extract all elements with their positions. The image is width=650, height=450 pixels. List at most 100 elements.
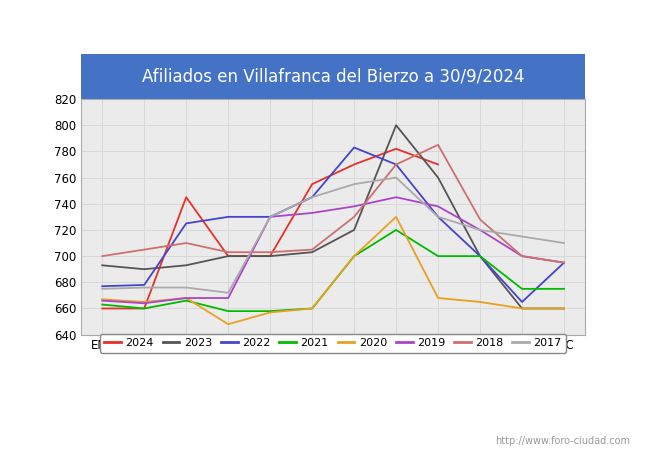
Legend: 2024, 2023, 2022, 2021, 2020, 2019, 2018, 2017: 2024, 2023, 2022, 2021, 2020, 2019, 2018…	[100, 333, 566, 352]
2018	[476, 217, 484, 222]
2019	[308, 210, 316, 216]
2018	[350, 214, 358, 220]
2022	[476, 253, 484, 259]
2024	[98, 306, 106, 311]
2024	[140, 306, 148, 311]
2018	[224, 249, 232, 255]
2022	[518, 299, 526, 305]
2017	[266, 214, 274, 220]
2021	[518, 286, 526, 292]
2017	[140, 285, 148, 290]
2020	[434, 295, 442, 301]
2023	[308, 249, 316, 255]
2017	[518, 234, 526, 239]
2019	[476, 227, 484, 233]
2022	[434, 214, 442, 220]
2017	[434, 214, 442, 220]
2018	[560, 260, 568, 265]
2019	[140, 301, 148, 306]
2024	[434, 162, 442, 167]
2021	[392, 227, 400, 233]
2022	[266, 214, 274, 220]
2019	[350, 204, 358, 209]
2020	[392, 214, 400, 220]
2020	[140, 299, 148, 305]
2020	[518, 306, 526, 311]
2021	[434, 253, 442, 259]
2023	[182, 263, 190, 268]
2019	[224, 295, 232, 301]
2018	[182, 240, 190, 246]
Line: 2022: 2022	[102, 148, 564, 302]
Line: 2021: 2021	[102, 230, 564, 311]
2023	[140, 266, 148, 272]
Text: Afiliados en Villafranca del Bierzo a 30/9/2024: Afiliados en Villafranca del Bierzo a 30…	[142, 68, 525, 86]
2024	[392, 146, 400, 152]
2018	[518, 253, 526, 259]
2020	[560, 306, 568, 311]
2018	[266, 249, 274, 255]
2021	[140, 306, 148, 311]
2017	[350, 181, 358, 187]
2023	[350, 227, 358, 233]
2024	[350, 162, 358, 167]
2019	[182, 295, 190, 301]
2019	[560, 260, 568, 265]
Line: 2020: 2020	[102, 217, 564, 324]
2018	[140, 247, 148, 252]
2021	[224, 308, 232, 314]
2017	[392, 175, 400, 180]
Line: 2023: 2023	[102, 125, 564, 309]
2021	[266, 308, 274, 314]
2020	[98, 297, 106, 302]
2020	[476, 299, 484, 305]
2023	[392, 122, 400, 128]
2018	[98, 253, 106, 259]
2022	[350, 145, 358, 150]
2024	[182, 194, 190, 200]
2023	[98, 263, 106, 268]
2019	[518, 253, 526, 259]
2020	[224, 321, 232, 327]
2017	[182, 285, 190, 290]
2024	[266, 253, 274, 259]
2023	[476, 253, 484, 259]
2021	[98, 302, 106, 307]
2022	[182, 220, 190, 226]
2023	[518, 306, 526, 311]
2023	[434, 175, 442, 180]
Line: 2024: 2024	[102, 149, 438, 309]
2018	[308, 247, 316, 252]
2024	[224, 253, 232, 259]
2022	[560, 260, 568, 265]
2021	[350, 253, 358, 259]
2021	[308, 306, 316, 311]
2020	[182, 295, 190, 301]
2022	[224, 214, 232, 220]
2024	[308, 181, 316, 187]
2023	[266, 253, 274, 259]
Line: 2018: 2018	[102, 145, 564, 263]
2020	[350, 253, 358, 259]
Text: http://www.foro-ciudad.com: http://www.foro-ciudad.com	[495, 436, 630, 446]
2017	[308, 194, 316, 200]
2019	[434, 204, 442, 209]
2017	[560, 240, 568, 246]
2020	[308, 306, 316, 311]
2021	[476, 253, 484, 259]
2017	[98, 286, 106, 292]
2023	[224, 253, 232, 259]
2023	[560, 306, 568, 311]
2022	[392, 162, 400, 167]
2017	[224, 290, 232, 296]
2022	[140, 282, 148, 288]
2019	[266, 214, 274, 220]
Line: 2017: 2017	[102, 178, 564, 293]
2021	[182, 298, 190, 303]
2020	[266, 310, 274, 315]
2019	[98, 298, 106, 303]
2018	[434, 142, 442, 148]
2022	[98, 284, 106, 289]
2018	[392, 162, 400, 167]
2019	[392, 194, 400, 200]
